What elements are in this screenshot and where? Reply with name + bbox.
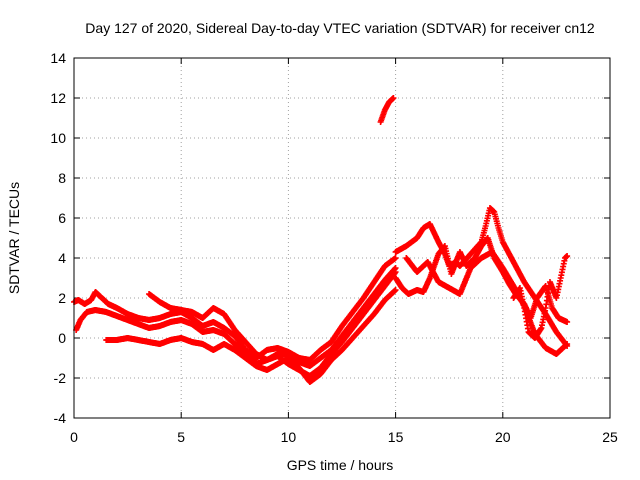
x-tick-label: 15 xyxy=(388,429,404,445)
y-tick-label: 12 xyxy=(50,90,66,106)
y-tick-label: -2 xyxy=(54,370,67,386)
y-tick-label: 6 xyxy=(58,210,66,226)
data-point xyxy=(390,95,397,101)
data-point xyxy=(392,265,399,271)
grid xyxy=(74,58,610,418)
data-marks xyxy=(71,95,571,385)
x-tick-label: 5 xyxy=(177,429,185,445)
y-axis-label: SDTVAR / TECUs xyxy=(6,182,22,294)
series-track-4 xyxy=(146,265,399,369)
y-tick-label: 10 xyxy=(50,130,66,146)
y-tick-label: 4 xyxy=(58,250,66,266)
series-track-8 xyxy=(403,249,571,357)
data-point xyxy=(564,253,571,259)
data-point xyxy=(564,341,571,347)
chart-title: Day 127 of 2020, Sidereal Day-to-day VTE… xyxy=(85,20,595,36)
y-tick-label: 8 xyxy=(58,170,66,186)
y-tick-label: 14 xyxy=(50,50,66,66)
data-point xyxy=(392,287,399,293)
x-tick-label: 25 xyxy=(602,429,618,445)
y-tick-label: 0 xyxy=(58,330,66,346)
x-tick-label: 20 xyxy=(495,429,511,445)
series-track-5 xyxy=(377,95,397,125)
y-tick-label: 2 xyxy=(58,290,66,306)
y-tick-label: -4 xyxy=(54,410,67,426)
axis-ticks: 0 5 10 15 20 25 -4 -2 0 2 4 6 8 10 12 14 xyxy=(50,50,618,445)
data-point xyxy=(564,319,571,325)
data-point xyxy=(392,255,399,261)
x-axis-label: GPS time / hours xyxy=(287,457,394,473)
series-track-1 xyxy=(71,255,399,363)
plot-frame xyxy=(73,57,611,419)
series-track-3 xyxy=(103,287,399,385)
series-track-9 xyxy=(510,253,571,341)
x-tick-label: 0 xyxy=(70,429,78,445)
x-tick-label: 10 xyxy=(281,429,297,445)
